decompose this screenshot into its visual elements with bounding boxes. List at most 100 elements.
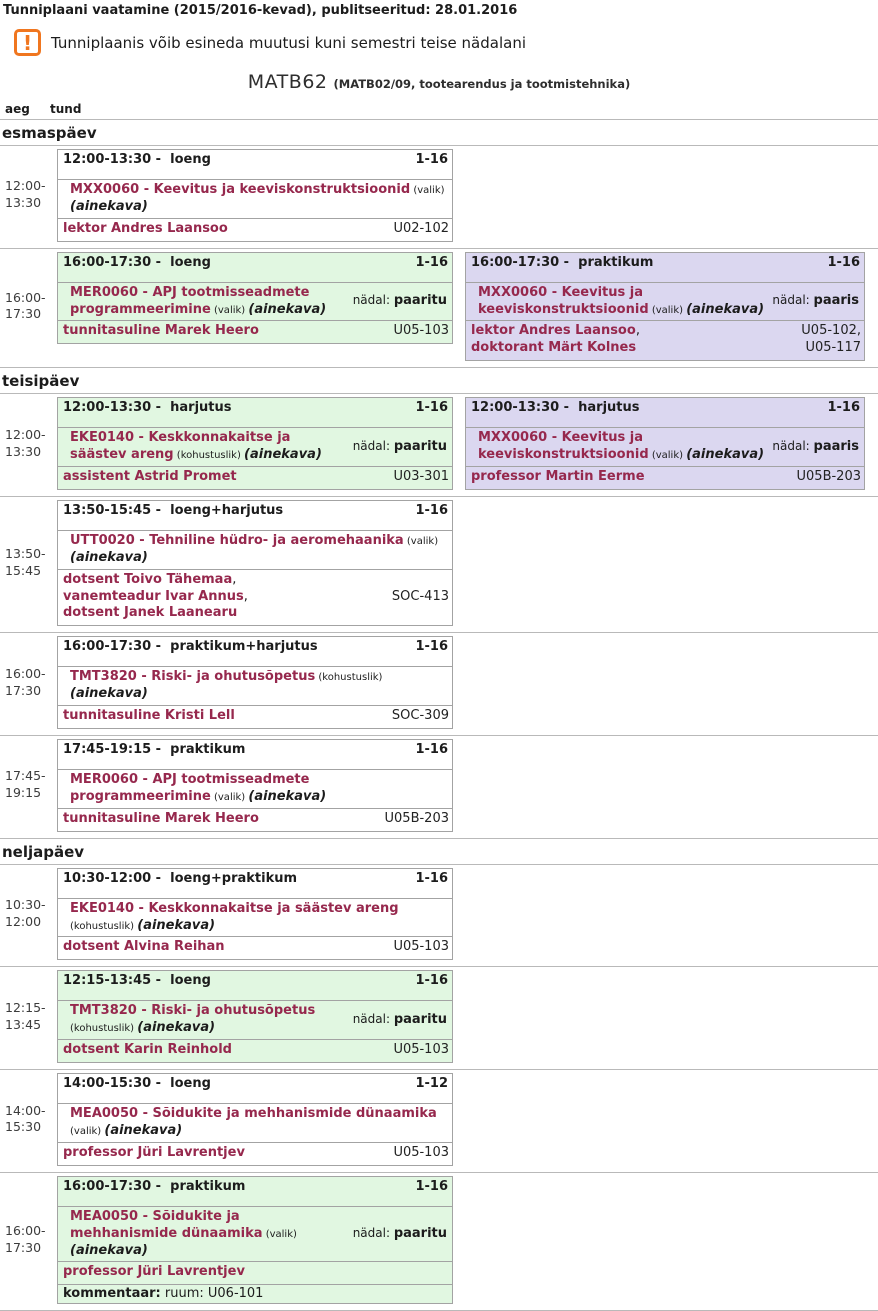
time-line: 17:30 (5, 306, 42, 322)
lecturer-link[interactable]: vanemteadur Ivar Annus (63, 588, 244, 604)
ainekava-link[interactable]: (ainekava) (137, 1020, 216, 1036)
requirement-label: (valik) (70, 1125, 105, 1137)
week-parity: nädal: paaritu (347, 439, 449, 456)
lesson-card: 12:15-13:45 - loeng 1-16 TMT3820 - Riski- … (57, 970, 453, 1064)
lesson-time-type: 12:00-13:30 - harjutus (63, 400, 232, 416)
lecturer-list: dotsent Karin Reinhold (63, 1042, 389, 1059)
time-label: 12:00- 13:30 (0, 149, 57, 242)
lecturer-link[interactable]: assistent Astrid Promet (63, 469, 237, 485)
time-line: 15:30 (5, 1119, 42, 1135)
subject-row: MXX0060 - Keevitus ja keeviskonstruktsio… (466, 428, 864, 468)
lesson-type: loeng (170, 254, 211, 270)
lesson-card: 16:00-17:30 - praktikum 1-16 MXX0060 - Kee… (465, 251, 865, 362)
subject-link[interactable]: MXX0060 - Keevitus ja keeviskonstruktsio… (70, 182, 411, 197)
ainekava-link[interactable]: (ainekava) (248, 301, 327, 317)
subject-link[interactable]: MXX0060 - Keevitus ja keeviskonstruktsio… (478, 284, 649, 317)
time-line: 12:00- (5, 426, 46, 442)
lesson-time-type: 13:50-15:45 - loeng+harjutus (63, 502, 284, 518)
card-header: 16:00-17:30 - praktikum 1-16 (58, 1177, 452, 1207)
lecturer-list: lektor Andres Laansoo, doktorant Märt Kol… (471, 323, 766, 357)
lecturer-link[interactable]: professor Martin Eerme (471, 469, 645, 485)
ainekava-link[interactable]: (ainekava) (244, 447, 322, 463)
lecturer-link[interactable]: dotsent Janek Laanearu (63, 605, 238, 621)
lesson-type: praktikum (578, 254, 654, 270)
ainekava-link[interactable]: (ainekava) (686, 447, 765, 463)
weeks-range: 1-16 (415, 973, 448, 989)
subject-link[interactable]: EKE0140 - Keskkonnakaitse ja säästev are… (70, 430, 291, 463)
subject-link[interactable]: MER0060 - APJ tootmisseadmete programmee… (70, 284, 310, 317)
subject-block: MEA0050 - Sõidukite ja mehhanismide düna… (63, 1106, 449, 1140)
time-line: 12:00- (5, 178, 46, 194)
subject-row: TMT3820 - Riski- ja ohutusõpetus (kohust… (58, 667, 452, 707)
subject-link[interactable]: EKE0140 - Keskkonnakaitse ja säästev are… (70, 900, 399, 916)
time-label: 17:45- 19:15 (0, 739, 57, 832)
column-header-aeg: aeg (5, 102, 30, 116)
week-parity-label: nädal: (352, 438, 394, 453)
time-line: 12:00 (5, 914, 42, 930)
week-parity-label: nädal: (352, 293, 394, 308)
room-label: U05-103 (393, 1144, 449, 1160)
lecturer-line: tunnitasuline Kristi Lell (63, 708, 388, 725)
card-header: 12:00-13:30 - harjutus 1-16 (466, 398, 864, 429)
ainekava-link[interactable]: (ainekava) (137, 917, 216, 933)
ainekava-link[interactable]: (ainekava) (70, 1242, 148, 1258)
lesson-type: loeng+harjutus (170, 502, 284, 518)
lecturer-link[interactable]: dotsent Karin Reinhold (63, 1042, 232, 1058)
requirement-label: (valik) (262, 1228, 297, 1240)
room-label: U05-103 (393, 939, 449, 955)
lecturer-link[interactable]: tunnitasuline Kristi Lell (63, 708, 235, 724)
lecturer-link[interactable]: dotsent Toivo Tähemaa (63, 571, 233, 587)
lecturer-link[interactable]: lektor Andres Laansoo (471, 323, 636, 339)
lecturer-link[interactable]: lektor Andres Laansoo (63, 220, 228, 236)
subject-link[interactable]: UTT0020 - Tehniline hüdro- ja aeromehaan… (70, 532, 404, 548)
lecturer-line: dotsent Janek Laanearu (63, 605, 388, 622)
lesson-time: 16:00-17:30 (471, 254, 560, 270)
timetable-row: 14:00- 15:30 14:00-15:30 - loeng 1-12 MEA005… (0, 1070, 878, 1173)
subject-row: EKE0140 - Keskkonnakaitse ja säästev are… (58, 899, 452, 938)
lesson-time: 16:00-17:30 (63, 1178, 152, 1194)
lecturer-link[interactable]: professor Jüri Lavrentjev (63, 1264, 245, 1280)
lecturer-link[interactable]: dotsent Alvina Reihan (63, 939, 225, 955)
lesson-time-type: 12:00-13:30 - loeng (63, 152, 211, 167)
subject-link[interactable]: TMT3820 - Riski- ja ohutusõpetus (70, 1003, 316, 1019)
time-line: 12:15- (5, 999, 46, 1015)
subject-link[interactable]: TMT3820 - Riski- ja ohutusõpetus (70, 669, 316, 685)
weeks-range: 1-16 (827, 400, 860, 416)
ainekava-link[interactable]: (ainekava) (104, 1122, 183, 1138)
subject-link[interactable]: MER0060 - APJ tootmisseadmete programmee… (70, 772, 310, 804)
ainekava-link[interactable]: (ainekava) (70, 686, 148, 702)
ainekava-link[interactable]: (ainekava) (70, 549, 148, 565)
group-info: (MATB02/09, tootearendus ja tootmistehni… (333, 77, 631, 91)
column-headers: aeg tund (0, 102, 878, 120)
lecturer-link[interactable]: tunnitasuline Marek Heero (63, 810, 259, 826)
cards-container: 14:00-15:30 - loeng 1-12 MEA0050 - Sõiduki… (57, 1073, 878, 1166)
subject-block: MER0060 - APJ tootmisseadmete programmee… (63, 285, 347, 319)
lecturer-separator: , (635, 323, 640, 339)
weeks-range: 1-16 (415, 254, 448, 270)
lesson-time: 10:30-12:00 (63, 870, 152, 886)
lecturer-link[interactable]: tunnitasuline Marek Heero (63, 323, 259, 339)
subject-row: MER0060 - APJ tootmisseadmete programmee… (58, 770, 452, 809)
subject-row: MEA0050 - Sõidukite ja mehhanismide düna… (58, 1207, 452, 1263)
lecturer-row: lektor Andres Laansoo, doktorant Märt Kol… (466, 321, 864, 360)
subject-link[interactable]: MEA0050 - Sõidukite ja mehhanismide düna… (70, 1208, 263, 1241)
subject-row: TMT3820 - Riski- ja ohutusõpetus (kohust… (58, 1001, 452, 1041)
cards-container: 16:00-17:30 - praktikum+harjutus 1-16 TMT3… (57, 636, 878, 730)
subject-link[interactable]: MXX0060 - Keevitus ja keeviskonstruktsio… (478, 430, 649, 463)
subject-block: MXX0060 - Keevitus ja keeviskonstruktsio… (471, 285, 766, 319)
ainekava-link[interactable]: (ainekava) (686, 301, 765, 317)
weeks-range: 1-16 (415, 870, 448, 886)
card-header: 12:15-13:45 - loeng 1-16 (58, 971, 452, 1002)
lesson-time: 16:00-17:30 (63, 639, 152, 655)
ainekava-link[interactable]: (ainekava) (70, 198, 148, 214)
subject-link[interactable]: MEA0050 - Sõidukite ja mehhanismide düna… (70, 1106, 437, 1122)
lecturer-link[interactable]: doktorant Märt Kolnes (471, 340, 637, 356)
room-label: SOC-413 (391, 588, 449, 604)
time-line: 16:00- (5, 665, 46, 681)
timetable-row: 16:00- 17:30 16:00-17:30 - loeng 1-16 MER006… (0, 249, 878, 369)
ainekava-link[interactable]: (ainekava) (248, 788, 327, 804)
lecturer-list: tunnitasuline Marek Heero (63, 323, 389, 340)
cards-container: 17:45-19:15 - praktikum 1-16 MER0060 - APJ… (57, 739, 878, 832)
timetable-row: 10:30- 12:00 10:30-12:00 - loeng+praktikum… (0, 865, 878, 968)
lecturer-link[interactable]: professor Jüri Lavrentjev (63, 1144, 245, 1160)
